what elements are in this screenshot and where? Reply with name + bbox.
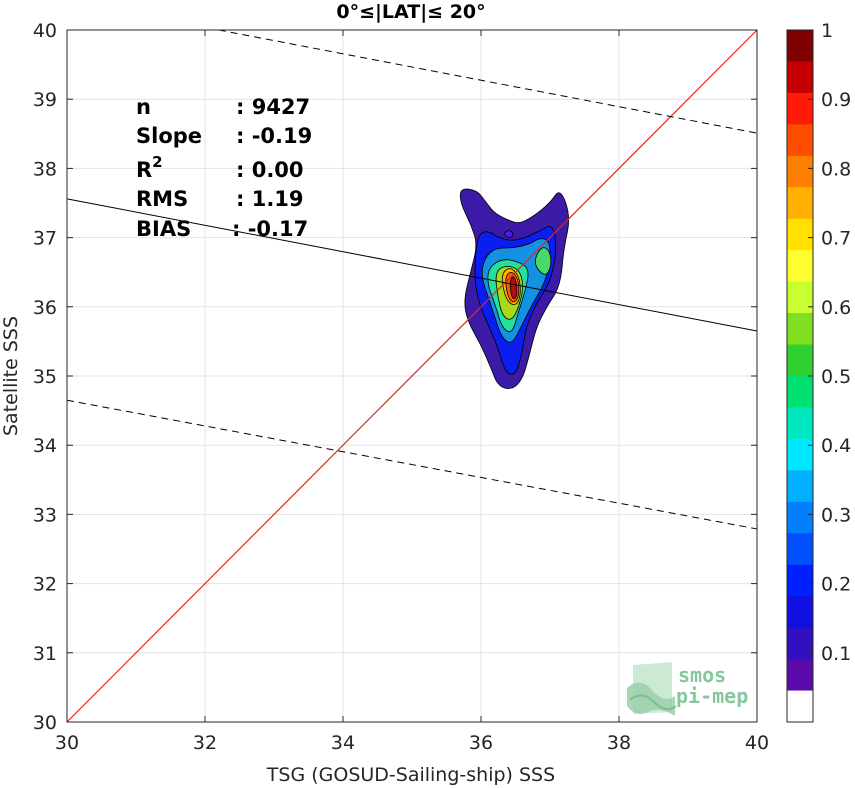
colorbar-tick-label: 0.6 — [821, 297, 851, 319]
confidence-band-line — [66, 399, 758, 530]
colorbar-tick-label: 0.8 — [821, 158, 851, 180]
y-tick-label: 34 — [33, 435, 57, 457]
colorbar-tick-label: 1 — [821, 20, 833, 42]
colorbar-tick-label: 0.9 — [821, 89, 851, 111]
fit-line — [66, 198, 758, 332]
logo-waves-icon — [627, 662, 677, 716]
y-tick-label: 35 — [33, 366, 57, 388]
colorbar-segment — [787, 596, 813, 629]
y-axis-label: Satellite SSS — [0, 316, 22, 436]
confidence-band-line — [218, 29, 758, 134]
colorbar-tick-label: 0.4 — [821, 435, 851, 457]
y-tick-label: 33 — [33, 504, 57, 526]
colorbar-tick-label: 0.7 — [821, 228, 851, 250]
colorbar-tick-label: 0.1 — [821, 643, 851, 665]
grid-lines — [66, 29, 758, 723]
colorbar-segment — [787, 61, 813, 94]
colorbar-tick-label: 0.2 — [821, 574, 851, 596]
x-axis-ticks: 30 32 34 36 38 40 — [55, 30, 769, 754]
stat-label: n — [136, 95, 151, 119]
y-tick-label: 30 — [33, 712, 57, 734]
colorbar-segment — [787, 470, 813, 503]
regression-lines — [66, 29, 758, 723]
density-contour — [504, 230, 514, 239]
colorbar-segment — [787, 92, 813, 125]
colorbar-segment — [787, 281, 813, 314]
y-tick-label: 40 — [33, 20, 57, 42]
colorbar-tick-label: 0.3 — [821, 504, 851, 526]
stat-label: Slope — [136, 124, 202, 148]
colorbar-tick-label: 0.5 — [821, 366, 851, 388]
colorbar-segment — [787, 218, 813, 251]
colorbar-segment — [787, 376, 813, 408]
y-tick-label: 37 — [33, 228, 57, 250]
x-tick-label: 34 — [331, 732, 355, 754]
colorbar-segment — [787, 124, 813, 157]
y-tick-label: 32 — [33, 574, 57, 596]
stat-value: : -0.19 — [236, 124, 312, 148]
colorbar-segment — [787, 564, 813, 597]
colorbar-segment — [787, 690, 813, 723]
x-axis-label: TSG (GOSUD-Sailing-ship) SSS — [266, 764, 555, 786]
colorbar: 1 0.9 0.8 0.7 0.6 0.5 0.4 0.3 0.2 0.1 — [786, 20, 851, 723]
chart-title: 0°≤|LAT|≤ 20° — [336, 1, 485, 23]
colorbar-segment — [787, 155, 813, 188]
colorbar-segment — [787, 438, 813, 471]
smos-pimep-logo: smos pi-mep — [627, 662, 748, 716]
density-contour — [509, 276, 518, 300]
colorbar-segment — [787, 533, 813, 566]
stat-label: BIAS — [136, 217, 191, 241]
colorbar-segment — [787, 187, 813, 220]
colorbar-segment — [787, 250, 813, 283]
colorbar-segment — [787, 627, 813, 660]
y-tick-label: 39 — [33, 89, 57, 111]
y-tick-label: 38 — [33, 158, 57, 180]
stat-value: : 9427 — [236, 95, 310, 119]
logo-text-line1: smos — [678, 663, 726, 687]
density-contours — [459, 188, 570, 389]
colorbar-segment — [787, 313, 813, 346]
x-tick-label: 36 — [469, 732, 493, 754]
stat-value: : -0.17 — [232, 217, 308, 241]
colorbar-segment — [787, 659, 813, 692]
y-axis-ticks: 30 31 32 33 34 35 36 37 38 39 40 — [33, 20, 757, 734]
colorbar-segment — [787, 501, 813, 534]
x-tick-label: 32 — [193, 732, 217, 754]
logo-text-line2: pi-mep — [676, 684, 748, 708]
colorbar-segment — [787, 30, 813, 62]
x-tick-label: 40 — [745, 732, 769, 754]
y-tick-label: 31 — [33, 643, 57, 665]
y-tick-label: 36 — [33, 297, 57, 319]
stat-value: : 0.00 — [236, 158, 304, 182]
stat-label: RMS — [136, 187, 188, 211]
x-tick-label: 38 — [607, 732, 631, 754]
colorbar-segment — [787, 344, 813, 377]
stat-value: : 1.19 — [236, 187, 304, 211]
identity-line — [66, 29, 758, 723]
density-contour — [534, 247, 552, 275]
colorbar-segment — [787, 407, 813, 440]
x-tick-label: 30 — [55, 732, 79, 754]
